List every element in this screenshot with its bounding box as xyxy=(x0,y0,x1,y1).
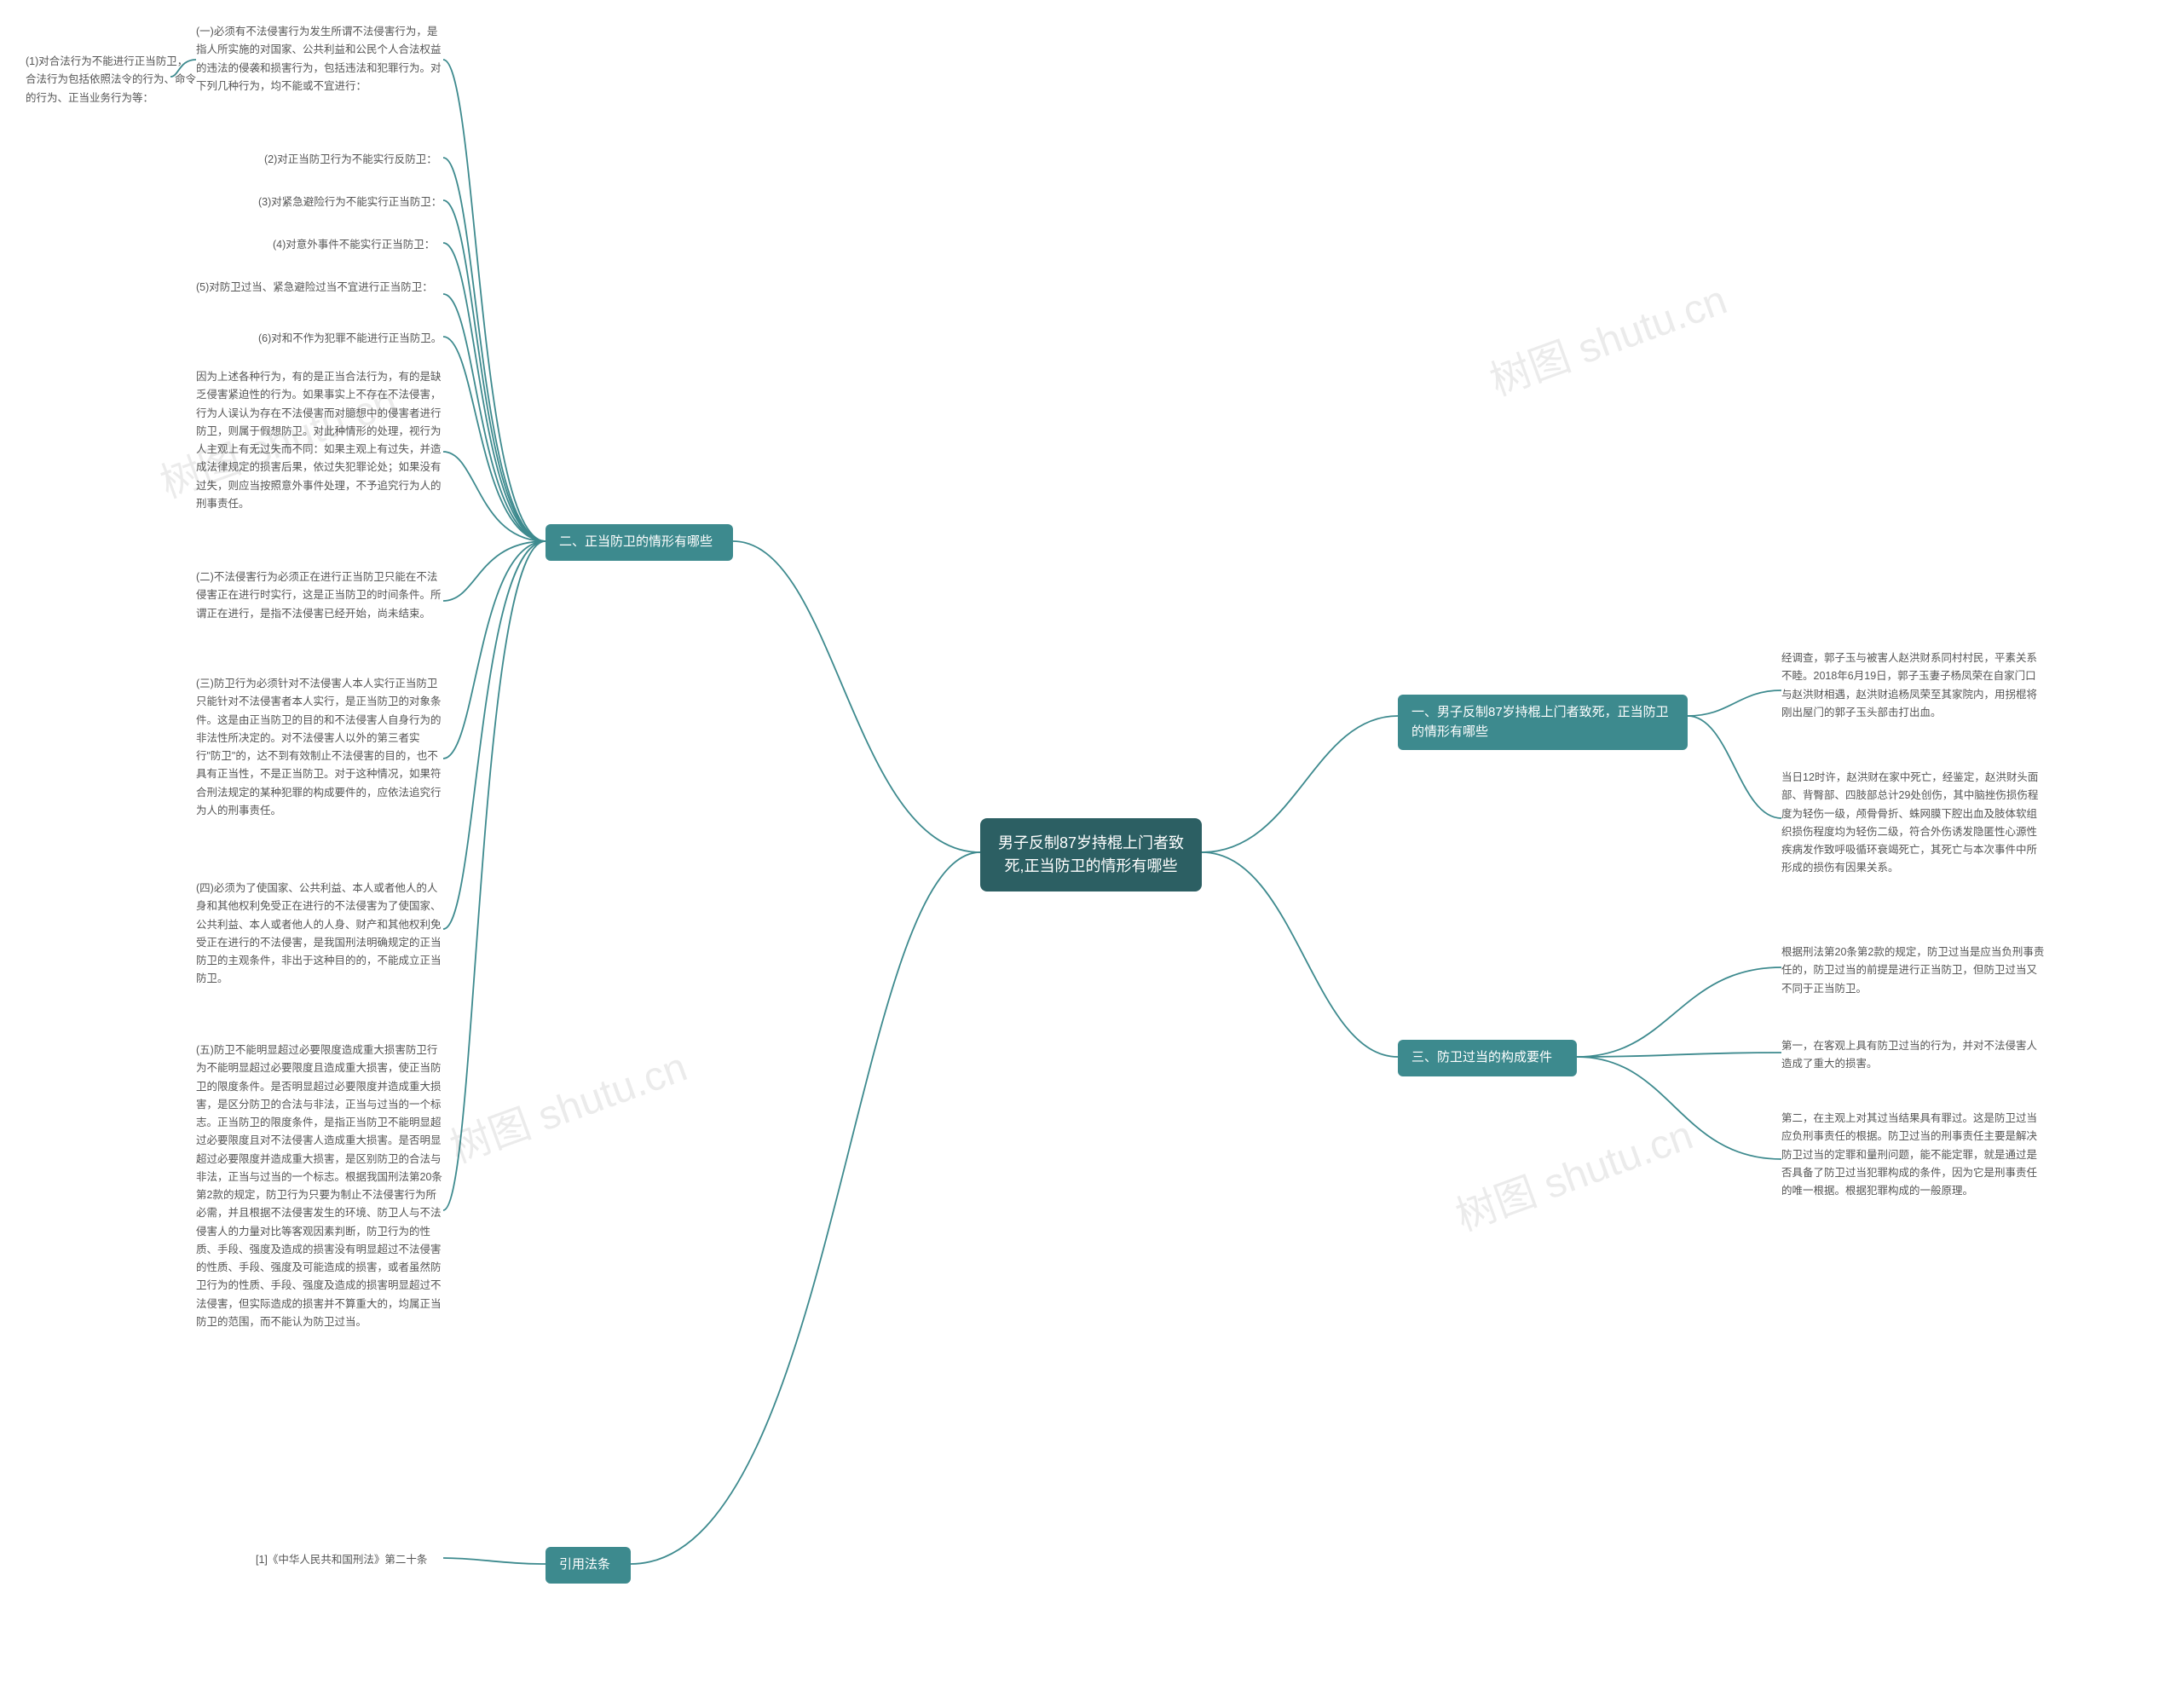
leaf-2-0: (一)必须有不法侵害行为发生所谓不法侵害行为，是指人所实施的对国家、公共利益和公… xyxy=(196,21,443,97)
leaf-3-2: 第二，在主观上对其过当结果具有罪过。这是防卫过当应负刑事责任的根据。防卫过当的刑… xyxy=(1781,1108,2046,1202)
leaf-3-0: 根据刑法第20条第2款的规定，防卫过当是应当负刑事责任的，防卫过当的前提是进行正… xyxy=(1781,942,2046,1000)
leaf-2-5: (6)对和不作为犯罪不能进行正当防卫。 xyxy=(258,328,442,349)
leaf-2-6: 因为上述各种行为，有的是正当合法行为，有的是缺乏侵害紧迫性的行为。如果事实上不存… xyxy=(196,366,443,515)
watermark: 树图 shutu.cn xyxy=(1446,1101,1700,1242)
leaf-3-1: 第一，在客观上具有防卫过当的行为，并对不法侵害人造成了重大的损害。 xyxy=(1781,1036,2046,1076)
branch-3: 三、防卫过当的构成要件 xyxy=(1398,1040,1577,1076)
leaf-1-0: 经调查，郭子玉与被害人赵洪财系同村村民，平素关系不睦。2018年6月19日，郭子… xyxy=(1781,648,2046,724)
branch-4: 引用法条 xyxy=(546,1547,631,1584)
branch-2: 二、正当防卫的情形有哪些 xyxy=(546,524,733,561)
leaf-2-1: (2)对正当防卫行为不能实行反防卫： xyxy=(264,149,437,170)
leaf-1-1: 当日12时许，赵洪财在家中死亡，经鉴定，赵洪财头面部、背臀部、四肢部总计29处创… xyxy=(1781,767,2046,880)
leaf-2-3: (4)对意外事件不能实行正当防卫： xyxy=(273,234,435,256)
leaf-2-10: (五)防卫不能明显超过必要限度造成重大损害防卫行为不能明显超过必要限度且造成重大… xyxy=(196,1040,443,1333)
leaf-4-0: [1]《中华人民共和国刑法》第二十条 xyxy=(256,1549,427,1571)
leaf-2-4: (5)对防卫过当、紧急避险过当不宜进行正当防卫： xyxy=(196,277,433,298)
leaf-2-9: (四)必须为了使国家、公共利益、本人或者他人的人身和其他权利免受正在进行的不法侵… xyxy=(196,878,443,990)
leaf-2-0-sub: (1)对合法行为不能进行正当防卫，合法行为包括依照法令的行为、命令的行为、正当业… xyxy=(26,51,196,109)
watermark: 树图 shutu.cn xyxy=(441,1033,694,1174)
leaf-2-8: (三)防卫行为必须针对不法侵害人本人实行正当防卫只能针对不法侵害者本人实行，是正… xyxy=(196,673,443,822)
watermark: 树图 shutu.cn xyxy=(1481,266,1734,407)
branch-1: 一、男子反制87岁持棍上门者致死，正当防卫的情形有哪些 xyxy=(1398,695,1688,750)
center-node: 男子反制87岁持棍上门者致死,正当防卫的情形有哪些 xyxy=(980,818,1202,892)
leaf-2-7: (二)不法侵害行为必须正在进行正当防卫只能在不法侵害正在进行时实行，这是正当防卫… xyxy=(196,567,443,625)
leaf-2-2: (3)对紧急避险行为不能实行正当防卫： xyxy=(258,192,442,213)
